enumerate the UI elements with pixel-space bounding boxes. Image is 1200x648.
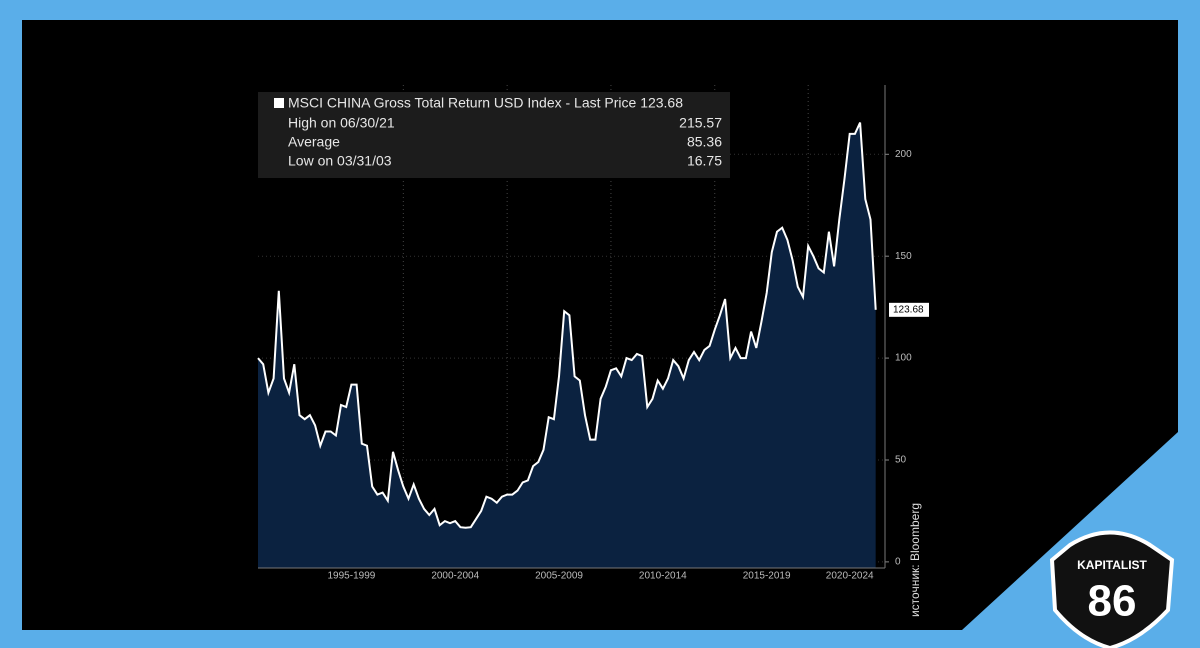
x-tick-label: 1995-1999: [328, 571, 376, 582]
badge: [1049, 530, 1175, 648]
logo-number: 86: [1088, 577, 1137, 626]
legend-swatch: [274, 98, 284, 108]
stat-label: Average: [288, 134, 340, 150]
y-tick-label: 0: [895, 557, 901, 568]
legend-box: [258, 92, 730, 178]
stat-label: Low on 03/31/03: [288, 153, 392, 169]
stat-value: 16.75: [687, 153, 722, 169]
source: источник: Bloomberg: [908, 503, 922, 617]
y-tick-label: 100: [895, 353, 912, 364]
last-price-label: 123.68: [893, 304, 924, 315]
area: [258, 122, 876, 568]
line: [257, 122, 877, 529]
x-tick-label: 2020-2024: [826, 571, 874, 582]
x-tick-label: 2000-2004: [431, 571, 479, 582]
x-tick-label: 2010-2014: [639, 571, 687, 582]
x-tick-label: 2015-2019: [743, 571, 791, 582]
y-tick-label: 50: [895, 455, 907, 466]
x-tick-label: 2005-2009: [535, 571, 583, 582]
stat-label: High on 06/30/21: [288, 115, 395, 131]
y-tick-label: 200: [895, 149, 912, 160]
logo: KAPITALIST 86: [1049, 530, 1175, 648]
logo-top: KAPITALIST: [1077, 558, 1147, 572]
y-tick-label: 150: [895, 251, 912, 262]
legend-title: MSCI CHINA Gross Total Return USD Index …: [288, 95, 683, 111]
stat-value: 85.36: [687, 134, 722, 150]
stat-value: 215.57: [679, 115, 722, 131]
last-price-tag: [889, 302, 929, 317]
